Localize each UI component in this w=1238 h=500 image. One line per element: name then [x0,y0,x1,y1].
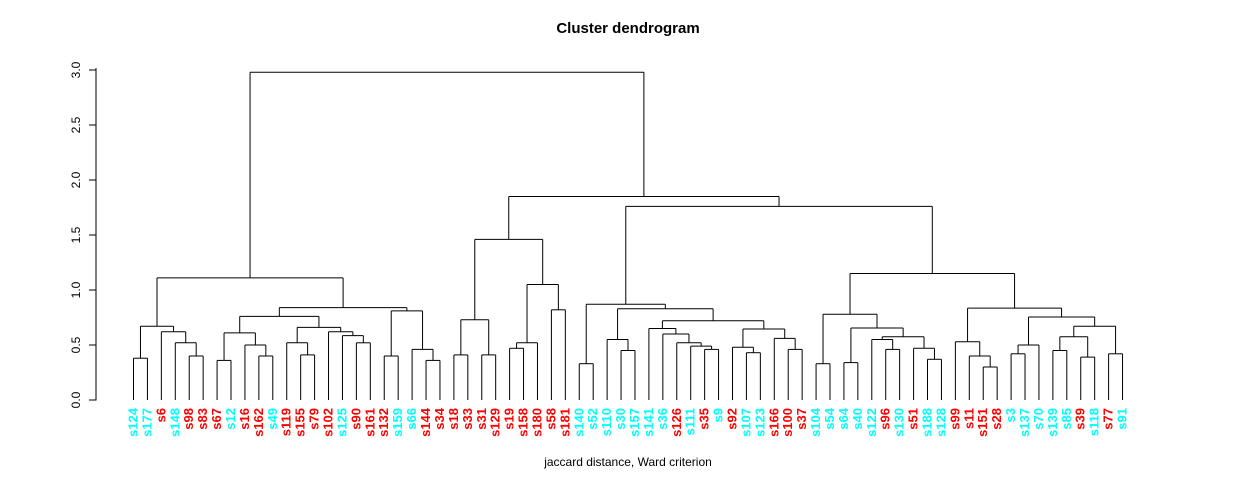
leaf-label: s85 [1059,408,1074,430]
leaf-label: s188 [920,408,935,437]
leaf-label: s52 [585,408,600,430]
leaf-label: s122 [864,408,879,437]
leaf-label: s36 [655,408,670,430]
leaf-label: s159 [390,408,405,437]
leaf-label: s126 [669,408,684,437]
leaf-label: s70 [1031,408,1046,430]
leaf-label: s99 [947,408,962,430]
leaf-label: s64 [836,407,851,429]
leaf-label: s66 [404,408,419,430]
leaf-label: s141 [641,408,656,437]
dendrogram-links [133,71,1124,400]
leaf-label: s40 [850,408,865,430]
leaf-label: s104 [808,407,823,437]
y-tick-label: 2.0 [69,171,83,188]
leaf-label: s148 [167,408,182,437]
leaf-label: s137 [1017,408,1032,437]
leaf-label: s166 [766,408,781,437]
leaf-label: s162 [251,408,266,437]
leaf-label: s129 [488,408,503,437]
leaf-label: s67 [209,408,224,430]
leaf-label: s6 [153,408,168,422]
leaf-label: s139 [1045,408,1060,437]
leaf-label: s79 [307,408,322,430]
leaf-label: s181 [557,408,572,437]
chart-title: Cluster dendrogram [556,20,700,37]
leaf-label: s128 [933,408,948,437]
leaf-label: s100 [780,408,795,437]
leaf-label: s92 [724,408,739,430]
leaf-label: s130 [892,408,907,437]
leaf-label: s144 [418,407,433,437]
leaf-label: s111 [683,408,698,436]
leaf-label: s33 [460,408,475,430]
leaf-label: s16 [237,408,252,430]
leaf-label: s132 [376,408,391,437]
leaf-label: s177 [139,408,154,437]
leaf-label: s19 [502,408,517,430]
leaf-label: s9 [711,408,726,422]
leaf-label: s37 [794,408,809,430]
leaf-label: s54 [822,407,837,429]
leaf-label: s11 [961,408,976,429]
leaf-label: s83 [195,408,210,430]
leaf-label: s30 [613,408,628,430]
leaf-label: s155 [293,408,308,437]
leaf-label: s28 [989,408,1004,430]
y-tick-label: 2.5 [69,116,83,133]
y-tick-label: 1.0 [69,281,83,298]
leaf-label: s49 [265,408,280,430]
leaf-label: s157 [627,408,642,437]
y-tick-label: 3.0 [69,61,83,78]
leaf-label: s107 [738,408,753,437]
leaf-label: s102 [321,408,336,437]
y-tick-label: 0.0 [69,391,83,408]
leaf-label: s161 [362,408,377,437]
leaf-label: s51 [906,408,921,430]
leaf-label: s119 [279,408,294,436]
leaf-label: s91 [1115,408,1130,430]
leaf-label: s180 [529,408,544,437]
leaf-label: s118 [1087,408,1102,436]
leaf-label: s35 [697,408,712,430]
leaf-label: s140 [571,408,586,437]
leaf-label: s110 [599,408,614,436]
leaf-labels: s124s177s6s148s98s83s67s12s16s162s49s119… [126,407,1130,437]
y-axis: 0.0 0.5 1.0 1.5 2.0 2.5 3.0 [69,61,97,408]
leaf-label: s3 [1003,408,1018,422]
leaf-label: s18 [446,408,461,430]
leaf-label: s31 [474,408,489,430]
y-tick-label: 0.5 [69,336,83,353]
leaf-label: s125 [334,408,349,437]
leaf-label: s98 [181,408,196,430]
leaf-label: s124 [126,407,141,437]
leaf-label: s151 [975,408,990,437]
leaf-label: s90 [348,408,363,430]
leaf-label: s34 [432,407,447,429]
leaf-label: s123 [752,408,767,437]
leaf-label: s77 [1101,408,1116,430]
leaf-label: s96 [878,408,893,430]
leaf-label: s158 [516,408,531,437]
y-tick-label: 1.5 [69,226,83,243]
leaf-label: s39 [1073,408,1088,430]
chart-subtitle: jaccard distance, Ward criterion [544,455,712,469]
leaf-label: s58 [543,408,558,430]
leaf-label: s12 [223,408,238,430]
